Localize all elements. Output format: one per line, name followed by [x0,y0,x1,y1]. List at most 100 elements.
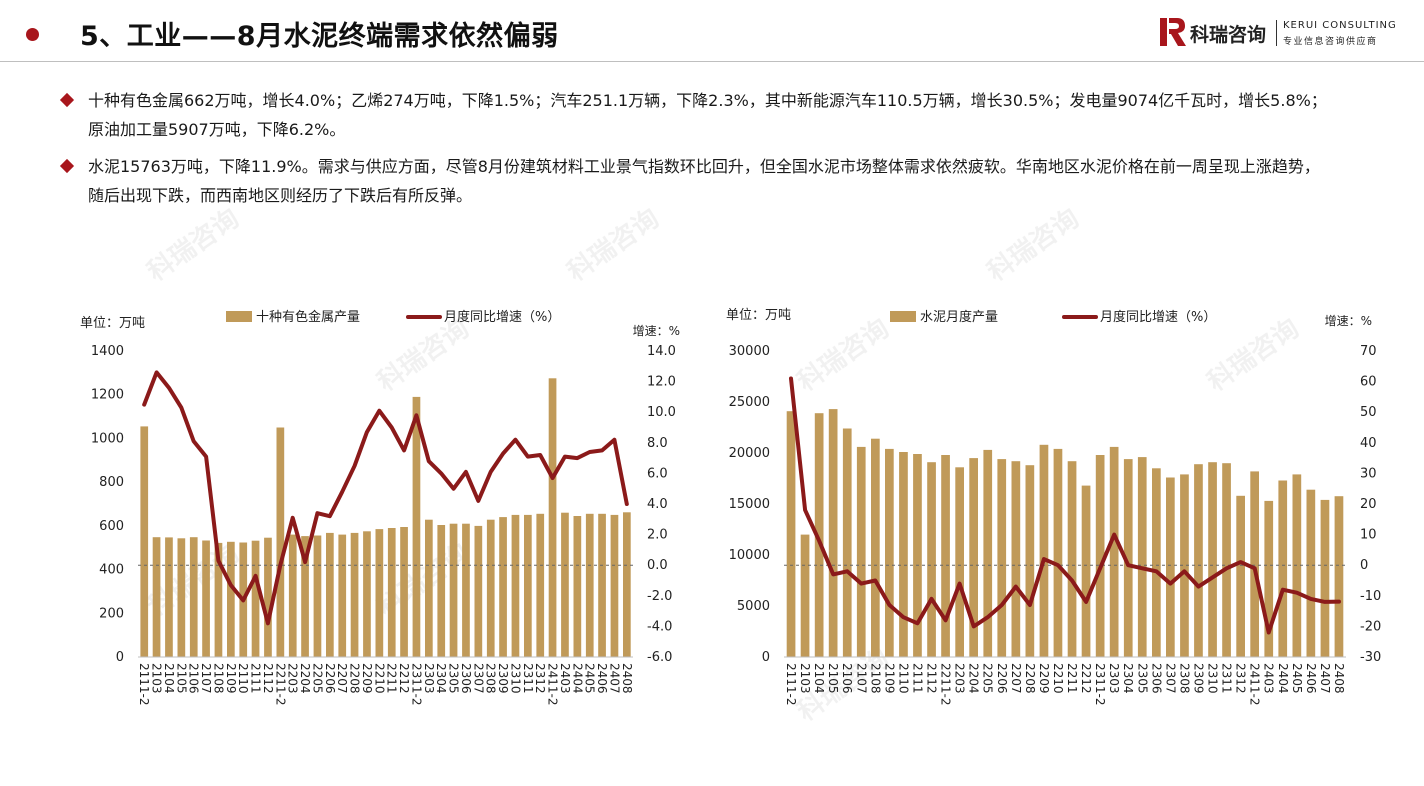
x-tick-label: 2310 [1206,663,1220,694]
bar [1180,474,1189,657]
growth-rate-line [142,370,629,626]
bar [1194,464,1203,657]
legend-bar-label: 十种有色金属产量 [256,309,360,325]
x-tick-label: 2103 [150,663,164,694]
x-tick-label: 2210 [372,663,386,694]
bar [486,519,495,657]
x-tick-label: 2110 [236,663,250,694]
y-right-tick-label: 0.0 [647,558,668,573]
x-tick-label: 2305 [447,663,461,694]
y-left-tick-label: 1200 [91,388,124,403]
bar [899,452,908,657]
bar [561,512,569,657]
logo-english-name: KERUI CONSULTING [1283,20,1397,31]
page-title: 5、工业——8月水泥终端需求依然偏弱 [80,21,559,52]
bar [913,454,922,657]
bar [1109,446,1119,657]
bar [969,458,978,657]
x-tick-label: 2208 [1023,663,1037,694]
y-right-tick-label: -4.0 [647,619,672,634]
y-left-tick-label: 200 [99,606,124,621]
y-left-tick-label: 30000 [729,344,770,359]
x-tick-label: 2308 [1177,663,1191,694]
bar [927,462,936,657]
x-tick-label: 2105 [174,663,188,694]
bar [1236,495,1245,657]
bar [375,529,384,657]
bar [1095,455,1105,657]
y-left-tick-label: 25000 [729,395,770,410]
bar [462,523,470,657]
x-tick-label: 2204 [298,663,312,694]
x-tick-label: 2209 [360,663,374,694]
x-tick-label: 2311-2 [409,663,423,706]
x-tick-label: 2110 [896,663,910,694]
header-divider [0,61,1424,62]
x-tick-label: 2103 [798,663,812,694]
x-tick-label: 2309 [1192,663,1206,694]
x-tick-label: 2403 [558,663,572,694]
right-unit-label: 增速：% [1325,314,1372,328]
y-right-tick-label: 0 [1360,558,1368,573]
x-tick-label: 2108 [211,663,225,694]
x-tick-label: 2406 [1304,663,1318,694]
bar [276,427,285,657]
y-right-tick-label: 4.0 [647,497,668,512]
x-tick-label: 2404 [570,663,584,694]
x-tick-label: 2107 [854,663,868,694]
bar [548,378,557,657]
bar [1152,468,1161,657]
x-tick-label: 2109 [882,663,896,694]
bar [301,536,309,657]
bar [1166,477,1175,657]
x-tick-label: 2208 [348,663,362,694]
x-tick-label: 2312 [1234,663,1248,694]
bar [1306,489,1316,657]
bar [1137,457,1147,657]
bar [598,513,606,657]
cement-chart: 单位：万吨 增速：% 水泥月度产量 月度同比增速（%） 0 5000 10000 15000 2… [726,308,1381,706]
bullet-list: 十种有色金属662万吨，增长4.0%；乙烯274万吨，下降1.5%；汽车251.… [59,86,1330,218]
x-tick-label: 2411-2 [546,663,560,706]
x-tick-label: 2212 [1079,663,1093,694]
x-tick-label: 2311-2 [1093,663,1107,706]
x-tick-label: 2203 [953,663,967,694]
y-right-tick-label: 60 [1360,375,1377,390]
x-tick-label: 2111-2 [784,663,798,706]
growth-rate-line [789,376,1341,635]
diamond-bullet-icon [59,158,75,174]
x-tick-label: 2204 [967,663,981,694]
logo-divider [1276,20,1277,46]
x-tick-label: 2408 [620,663,634,694]
x-tick-label: 2304 [434,663,448,694]
bar [536,513,545,657]
x-tick-label: 2405 [583,663,597,694]
bar [251,540,260,657]
x-tick-label: 2211 [1065,663,1079,694]
y-left-tick-label: 1000 [91,431,124,446]
y-left-tick-label: 0 [762,650,770,665]
logo-chinese-name: 科瑞咨询 [1190,24,1267,46]
bar [227,541,235,657]
y-right-tick-label: 12.0 [647,375,676,390]
bar [1208,462,1217,657]
bar [140,426,149,657]
x-tick-label: 2407 [607,663,621,694]
x-tick-label: 2307 [471,663,485,694]
bar [1123,459,1133,657]
y-left-tick-label: 400 [99,563,124,578]
y-left-tick-label: 5000 [737,599,770,614]
x-tick-label: 2411-2 [1248,663,1262,706]
logo-subtitle: 专业信息咨询供应商 [1283,37,1378,47]
y-left-tick-label: 800 [99,475,124,490]
bar [1250,471,1259,657]
bar [437,525,446,657]
x-tick-label: 2212 [397,663,411,694]
y-right-tick-label: 30 [1360,466,1377,481]
x-tick-label: 2109 [224,663,238,694]
bar [338,534,347,657]
header-dot-icon [26,28,39,41]
bar [387,528,396,657]
bar [842,428,852,657]
bullet-item: 十种有色金属662万吨，增长4.0%；乙烯274万吨，下降1.5%；汽车251.… [59,86,1330,144]
